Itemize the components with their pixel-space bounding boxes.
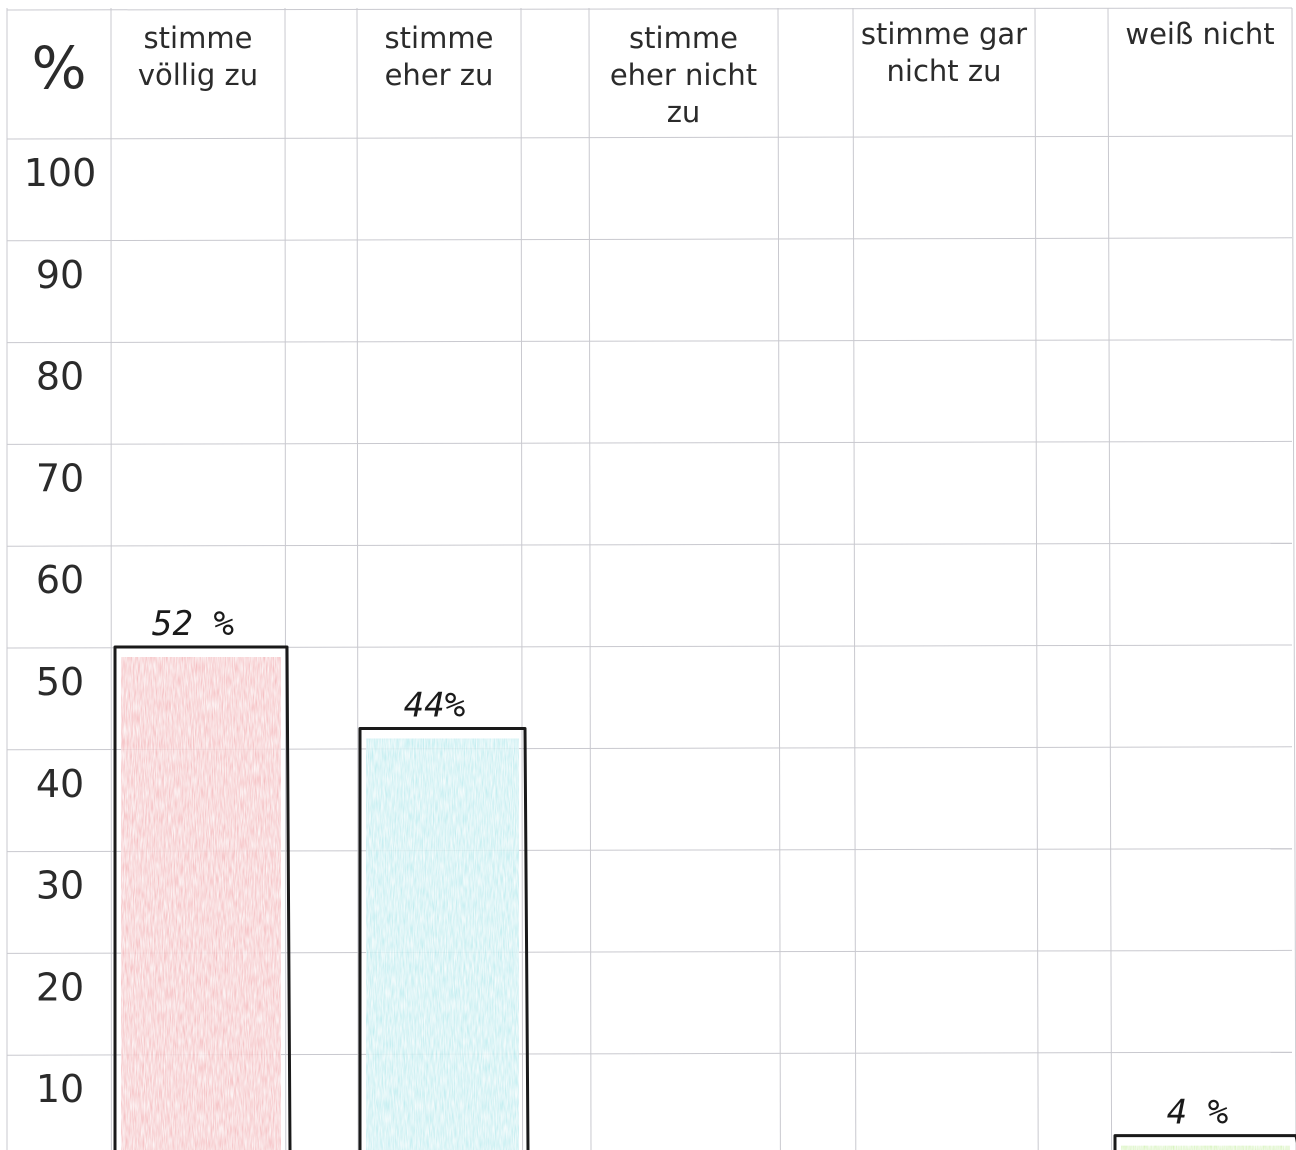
category-label-line: eher nicht <box>610 58 757 92</box>
y-tick-label: 10 <box>36 1067 84 1111</box>
category-label-line: nicht zu <box>887 54 1002 88</box>
y-tick-label: 100 <box>24 151 97 195</box>
category-label: stimme völlig zu <box>138 21 258 92</box>
unit-label: % <box>31 34 86 102</box>
grid-lines <box>6 7 1296 1150</box>
grid-hline <box>6 339 1293 344</box>
grid-vline <box>1107 7 1113 1150</box>
bar-outline <box>358 726 530 1150</box>
grid-hline <box>6 440 1293 445</box>
grid-vline <box>520 7 524 1150</box>
category-label: weiß nicht <box>1125 17 1274 51</box>
grid-hline <box>6 7 1293 11</box>
bar-outline <box>1113 1134 1296 1150</box>
grid-hline <box>6 135 1293 140</box>
category-label-line: stimme <box>629 21 738 55</box>
category-label-line: stimme <box>144 21 253 55</box>
grid-vline <box>777 7 781 1150</box>
bar-fill <box>366 738 519 1150</box>
bar <box>1113 1134 1296 1150</box>
data-labels: 52 % 44% 4 % <box>152 604 1228 1133</box>
y-tick-label: 40 <box>36 762 84 806</box>
category-label-line: zu <box>667 95 701 129</box>
y-tick-label: 20 <box>36 965 84 1009</box>
grid-hline <box>6 237 1293 242</box>
y-tick-label: 80 <box>36 355 84 399</box>
y-axis: 100 90 80 70 60 50 40 30 20 10 <box>24 151 97 1111</box>
grid-vline <box>852 7 857 1150</box>
category-label-line: stimme gar <box>861 17 1027 51</box>
bar-fill <box>121 657 281 1150</box>
y-tick-label: 60 <box>36 558 84 602</box>
category-label-line: stimme <box>385 21 494 55</box>
grid-vline <box>588 7 592 1150</box>
y-tick-label: 90 <box>36 253 84 297</box>
category-label: stimme gar nicht zu <box>861 17 1027 88</box>
category-label: stimme eher zu <box>385 21 494 92</box>
y-tick-label: 70 <box>36 456 84 500</box>
bar <box>113 645 292 1150</box>
data-label: 52 % <box>152 604 234 644</box>
data-label: 44% <box>404 685 465 725</box>
bar <box>358 726 530 1150</box>
grid-hline <box>6 542 1293 547</box>
data-label: 4 % <box>1167 1093 1228 1133</box>
bar-outline <box>113 645 292 1150</box>
grid-vline <box>1034 7 1039 1150</box>
category-label: stimme eher nicht zu <box>610 21 757 129</box>
bars <box>113 645 1296 1150</box>
category-label-line: eher zu <box>385 58 494 92</box>
bar-fill <box>1121 1145 1290 1150</box>
category-label-line: weiß nicht <box>1125 17 1274 51</box>
grid-vline <box>356 7 359 1150</box>
category-label-line: völlig zu <box>138 58 258 92</box>
y-tick-label: 50 <box>36 660 84 704</box>
y-tick-label: 30 <box>36 864 84 908</box>
grid-vline <box>284 7 287 1150</box>
grid-vline <box>1291 7 1296 1150</box>
